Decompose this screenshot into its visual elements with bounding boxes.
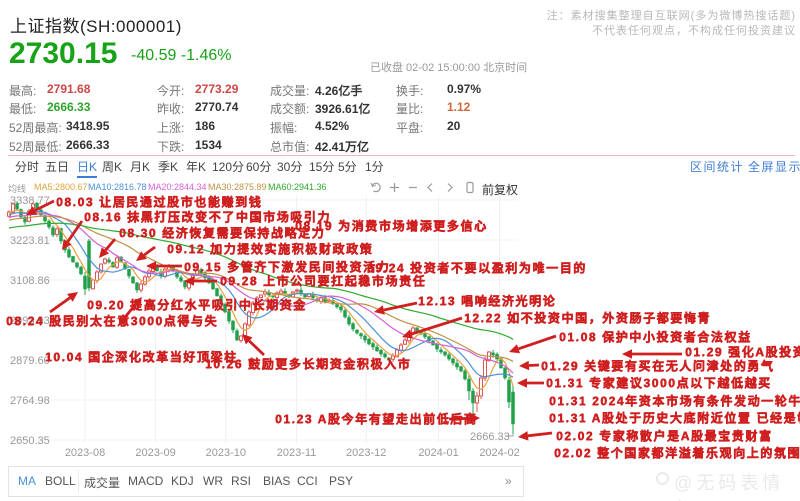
svg-text:3223.81: 3223.81 (10, 235, 50, 247)
svg-text:2023-11: 2023-11 (277, 447, 317, 459)
svg-text:2650.35: 2650.35 (10, 435, 50, 447)
svg-text:3338.77: 3338.77 (10, 195, 50, 207)
svg-text:2023-10: 2023-10 (206, 447, 246, 459)
svg-text:3108.86: 3108.86 (10, 275, 50, 287)
svg-text:2993.93: 2993.93 (10, 315, 50, 327)
svg-text:2024-01: 2024-01 (418, 447, 458, 459)
svg-text:2666.33: 2666.33 (470, 431, 510, 443)
svg-text:2764.98: 2764.98 (10, 395, 50, 407)
svg-text:2879.60: 2879.60 (10, 355, 50, 367)
svg-text:2024-02: 2024-02 (479, 447, 519, 459)
svg-text:2023-08: 2023-08 (65, 447, 105, 459)
svg-text:2023-12: 2023-12 (346, 447, 386, 459)
svg-text:2023-09: 2023-09 (135, 447, 175, 459)
